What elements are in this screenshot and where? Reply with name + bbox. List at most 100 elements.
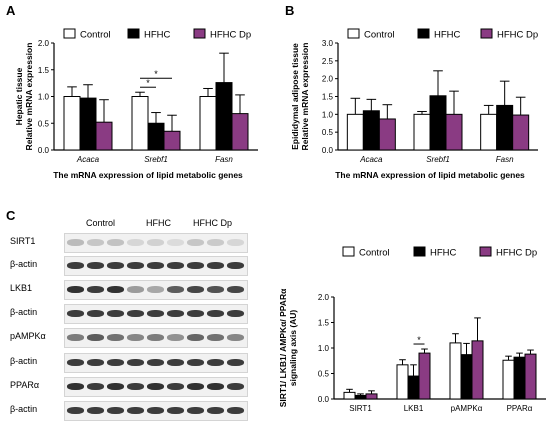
blot-band (147, 310, 164, 317)
bar (413, 113, 431, 151)
blot-group-hfhc: HFHC (146, 218, 171, 228)
blot-band (67, 239, 84, 246)
y-axis-label-line2: Relative mRNA expression (24, 43, 34, 151)
blot-band (167, 334, 184, 341)
blot-band (127, 310, 144, 317)
blot-band (227, 359, 244, 366)
blot-band (167, 310, 184, 317)
legend-label: HFHC Dp (210, 30, 251, 41)
legend-swatch (347, 28, 360, 39)
blot-band (147, 262, 164, 269)
blot-band (147, 334, 164, 341)
legend-label: Control (359, 248, 390, 259)
x-tick-label: SIRT1 (349, 404, 372, 413)
blot-row-label: β-actin (10, 404, 38, 414)
blot-band (127, 286, 144, 293)
blot-band (187, 407, 204, 414)
bar (231, 113, 249, 151)
significance-star: * (417, 335, 421, 345)
bar (418, 352, 431, 400)
x-tick-label: Fasn (215, 155, 233, 164)
blot-band (227, 262, 244, 269)
signaling-axis-chart: Control HFHC HFHC Dp 0.0 0.5 1.0 1.5 2.0 SIRT1/ … (278, 246, 546, 413)
blot-band (187, 359, 204, 366)
blot-band (87, 286, 104, 293)
blot-band (147, 383, 164, 390)
x-axis-label: The mRNA expression of lipid metabolic g… (53, 170, 243, 180)
blot-band (107, 383, 124, 390)
blot-band (127, 407, 144, 414)
blot-strip (64, 256, 248, 276)
y-tick-label: 0.0 (322, 146, 334, 155)
x-tick-label: LKB1 (404, 404, 424, 413)
bar (480, 113, 498, 151)
blot-row-label: pAMPKα (10, 331, 46, 341)
y-tick-label: 0.0 (38, 146, 50, 155)
blot-band (87, 310, 104, 317)
blot-band (227, 407, 244, 414)
legend-swatch (342, 246, 355, 257)
panel-letter-b: B (285, 3, 295, 18)
bar (95, 121, 113, 151)
blot-band (207, 334, 224, 341)
blot-band (227, 383, 244, 390)
blot-band (147, 407, 164, 414)
blot-band (107, 310, 124, 317)
blot-band (167, 286, 184, 293)
bar (449, 342, 462, 400)
legend-label: HFHC Dp (496, 248, 537, 259)
blot-band (167, 407, 184, 414)
blot-band (67, 359, 84, 366)
blot-group-control: Control (86, 218, 116, 228)
blot-row-label: β-actin (10, 259, 38, 269)
legend-label: Control (80, 30, 111, 41)
blot-row-label: LKB1 (10, 283, 33, 293)
blot-band (107, 239, 124, 246)
bar (502, 359, 515, 400)
blot-band (187, 286, 204, 293)
bar (343, 391, 356, 400)
blot-band (167, 239, 184, 246)
y-tick-label: 2.0 (318, 293, 330, 302)
blot-band (87, 359, 104, 366)
blot-band (127, 334, 144, 341)
bar (407, 375, 420, 400)
x-tick-label: Acaca (76, 155, 100, 164)
blot-strip (64, 233, 248, 253)
legend-label: Control (364, 30, 395, 41)
blot-band (127, 239, 144, 246)
x-tick-label: pAMPKα (451, 404, 483, 413)
blot-band (187, 310, 204, 317)
significance-star: * (146, 78, 150, 88)
blot-band (127, 359, 144, 366)
blot-band (207, 407, 224, 414)
blot-band (187, 239, 204, 246)
bar (378, 118, 396, 151)
y-tick-label: 0.5 (318, 370, 330, 379)
bar (460, 354, 473, 400)
blot-band (127, 383, 144, 390)
blot-strip (64, 280, 248, 300)
bar (147, 122, 165, 151)
blot-strip (64, 328, 248, 348)
blot-band (227, 239, 244, 246)
blot-band (87, 407, 104, 414)
bar (496, 104, 514, 151)
blot-row-label: β-actin (10, 356, 38, 366)
bar (362, 110, 380, 151)
y-tick-label: 2.5 (322, 57, 334, 66)
x-tick-label: Fasn (496, 155, 514, 164)
blot-band (207, 310, 224, 317)
panel-letter-a: A (6, 3, 16, 18)
blot-band (227, 310, 244, 317)
blot-row-label: β-actin (10, 307, 38, 317)
legend-swatch (480, 28, 493, 39)
legend-swatch (193, 28, 206, 39)
blot-strip (64, 353, 248, 373)
bar (215, 82, 233, 151)
y-axis-label-line1: Hepatic tissue (14, 67, 24, 125)
blot-band (67, 383, 84, 390)
blot-band (67, 262, 84, 269)
blot-band (207, 262, 224, 269)
bar (354, 394, 367, 400)
